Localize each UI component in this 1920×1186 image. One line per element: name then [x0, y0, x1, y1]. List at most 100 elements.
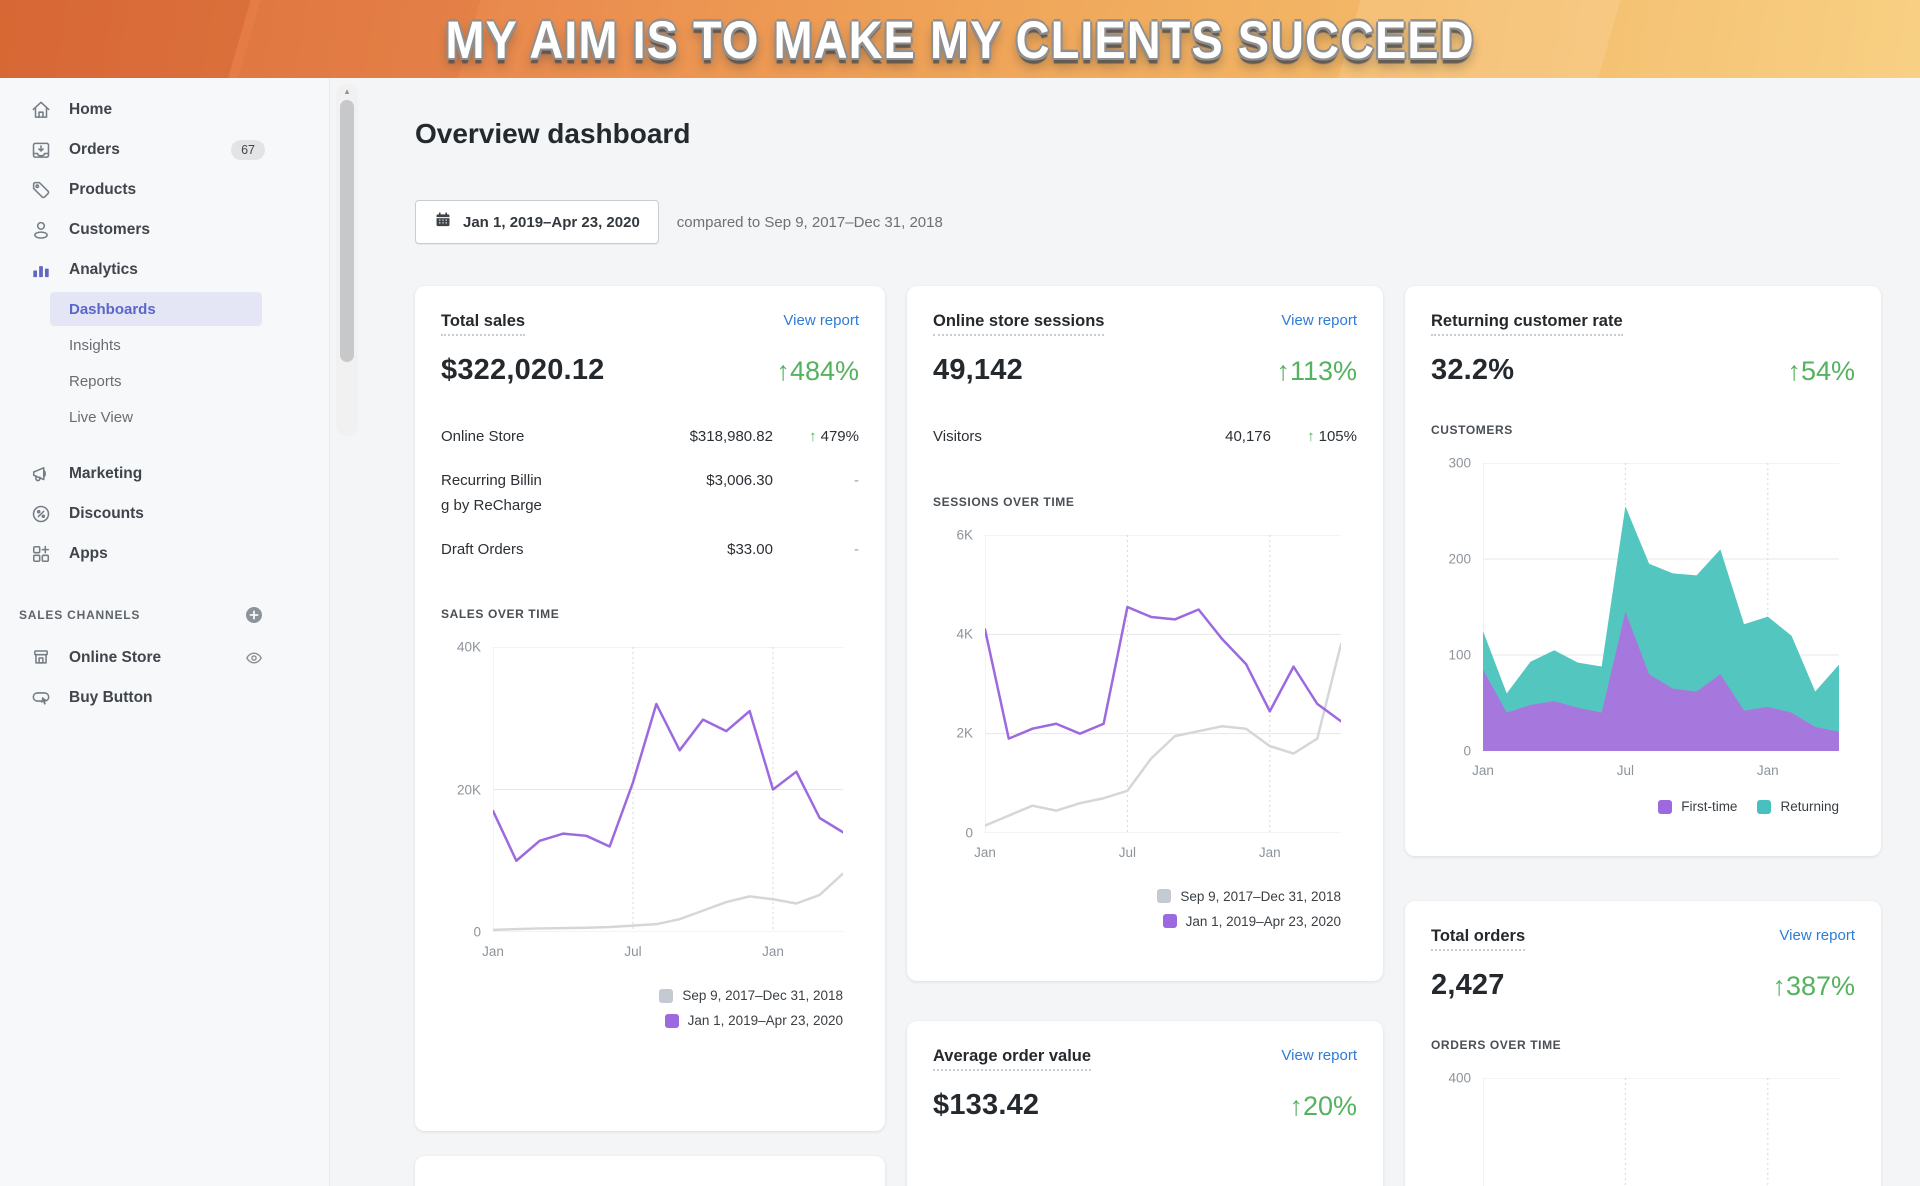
sidebar-item-label: Apps — [69, 545, 108, 562]
returning-rate-delta: ↑54% — [1787, 356, 1855, 386]
promo-banner: MY AIM IS TO MAKE MY CLIENTS SUCCEED — [0, 0, 1920, 78]
analytics-subnav: Dashboards Insights Reports Live View — [0, 292, 329, 434]
sidebar-item-analytics[interactable]: Analytics — [0, 250, 265, 290]
sales-channels-header: SALES CHANNELS — [0, 604, 265, 626]
sidebar-item-label: Home — [69, 101, 113, 118]
sidebar-item-insights[interactable]: Insights — [69, 336, 121, 354]
storefront-icon — [30, 647, 52, 669]
legend-item-previous: Sep 9, 2017–Dec 31, 2018 — [659, 988, 843, 1003]
up-arrow-icon: ↑ — [776, 356, 790, 386]
orders-icon — [30, 139, 52, 161]
megaphone-icon — [30, 463, 52, 485]
metric-row-visitors: Visitors 40,176 ↑ 105% — [933, 428, 1357, 445]
sidebar-item-customers[interactable]: Customers — [0, 210, 265, 250]
scrollbar-thumb[interactable] — [340, 100, 354, 362]
main-content: ▴ Overview dashboard Jan 1, 2019–Apr 23,… — [330, 78, 1920, 1186]
chart-legend: Sep 9, 2017–Dec 31, 2018 Jan 1, 2019–Apr… — [985, 889, 1341, 929]
sidebar-item-label: Customers — [69, 221, 150, 238]
view-report-link[interactable]: View report — [1779, 927, 1855, 944]
sidebar-item-label: Products — [69, 181, 137, 198]
dashboard-controls: Jan 1, 2019–Apr 23, 2020 compared to Sep… — [415, 200, 1920, 244]
legend-swatch — [1658, 799, 1673, 814]
up-arrow-icon: ↑ — [1787, 356, 1801, 386]
chart-section-title: ORDERS OVER TIME — [1431, 1038, 1562, 1052]
home-icon — [30, 99, 52, 121]
up-arrow-icon: ↑ — [1276, 356, 1290, 386]
avg-order-delta: ↑20% — [1289, 1091, 1357, 1121]
chart-section-title: CUSTOMERS — [1431, 423, 1513, 437]
percent-circle-icon — [30, 503, 52, 525]
avg-order-value: $133.42 — [933, 1089, 1040, 1121]
total-sales-card: Total sales View report $322,020.12 ↑484… — [415, 286, 885, 1131]
chart-legend: First-time Returning — [1483, 799, 1839, 814]
sidebar-item-live-view[interactable]: Live View — [69, 408, 133, 426]
chart-legend: Sep 9, 2017–Dec 31, 2018 Jan 1, 2019–Apr… — [493, 988, 843, 1028]
sidebar-item-reports[interactable]: Reports — [69, 372, 122, 390]
legend-item-returning: Returning — [1757, 799, 1839, 814]
legend-swatch — [1757, 799, 1772, 814]
compare-text: compared to Sep 9, 2017–Dec 31, 2018 — [676, 213, 943, 231]
sessions-value: 49,142 — [933, 354, 1023, 386]
legend-swatch — [1157, 889, 1172, 903]
up-arrow-icon: ↑ — [809, 428, 817, 445]
average-order-value-card: Average order value View report $133.42 … — [907, 1021, 1383, 1186]
up-arrow-icon: ↑ — [1307, 428, 1315, 445]
returning-rate-value: 32.2% — [1431, 354, 1515, 386]
partial-card — [415, 1156, 885, 1186]
tag-icon — [30, 179, 52, 201]
sidebar-scrollbar[interactable]: ▴ — [336, 84, 358, 436]
metric-row-online-store: Online Store $318,980.82 ↑ 479% — [441, 428, 859, 445]
sidebar-item-home[interactable]: Home — [0, 90, 265, 130]
banner-text: MY AIM IS TO MAKE MY CLIENTS SUCCEED — [445, 9, 1475, 69]
legend-swatch — [659, 988, 674, 1003]
metric-row-draft-orders: Draft Orders $33.00 - — [441, 540, 859, 558]
sidebar-item-dashboards[interactable]: Dashboards — [50, 292, 262, 326]
card-title: Online store sessions — [933, 312, 1105, 336]
legend-item-first-time: First-time — [1658, 799, 1737, 814]
sidebar-item-label: Orders — [69, 141, 120, 158]
returning-customer-rate-card: Returning customer rate 32.2% ↑54% CUSTO… — [1405, 286, 1881, 856]
view-report-link[interactable]: View report — [1281, 1047, 1357, 1064]
view-report-link[interactable]: View report — [783, 312, 859, 329]
bar-chart-icon — [30, 259, 52, 281]
sidebar-item-label: Discounts — [69, 505, 144, 522]
sessions-breakdown: Visitors 40,176 ↑ 105% — [933, 415, 1357, 459]
legend-item-current: Jan 1, 2019–Apr 23, 2020 — [664, 1013, 843, 1028]
card-title: Average order value — [933, 1047, 1092, 1071]
view-online-store-eye-button[interactable] — [243, 647, 265, 669]
total-sales-delta: ↑484% — [776, 356, 859, 386]
card-title: Total sales — [441, 312, 526, 336]
orders-over-time-chart: 400 — [1448, 1070, 1471, 1086]
online-store-sessions-card: Online store sessions View report 49,142… — [907, 286, 1383, 981]
sidebar-item-label: Buy Button — [69, 689, 153, 706]
banner-decor-stripe — [0, 0, 254, 78]
calendar-icon — [434, 211, 452, 233]
metric-row-recurring-billing: Recurring Billing by ReCharge $3,006.30 … — [441, 471, 859, 515]
sessions-delta: ↑113% — [1276, 356, 1357, 386]
sidebar-item-discounts[interactable]: Discounts — [0, 494, 265, 534]
sidebar-item-label: Marketing — [69, 465, 143, 482]
sidebar-item-online-store[interactable]: Online Store — [0, 638, 265, 678]
sidebar-item-products[interactable]: Products — [0, 170, 265, 210]
chart-section-title: SESSIONS OVER TIME — [933, 494, 1075, 509]
date-range-label: Jan 1, 2019–Apr 23, 2020 — [463, 213, 640, 231]
sidebar-item-label: Online Store — [69, 649, 162, 666]
total-orders-delta: ↑387% — [1772, 971, 1855, 1001]
page-title: Overview dashboard — [415, 118, 691, 149]
card-title: Total orders — [1431, 927, 1526, 951]
add-sales-channel-button[interactable] — [243, 604, 265, 626]
view-report-link[interactable]: View report — [1281, 312, 1357, 329]
date-range-button[interactable]: Jan 1, 2019–Apr 23, 2020 — [415, 200, 659, 244]
buy-button-icon — [30, 687, 52, 709]
card-title: Returning customer rate — [1431, 312, 1623, 336]
total-orders-value: 2,427 — [1431, 969, 1505, 1001]
sales-breakdown: Online Store $318,980.82 ↑ 479% Recurring… — [441, 415, 859, 571]
sidebar-item-apps[interactable]: Apps — [0, 534, 265, 574]
cards-grid: Total sales View report $322,020.12 ↑484… — [415, 286, 1920, 1186]
scroll-up-arrow-icon[interactable]: ▴ — [344, 86, 350, 96]
sidebar-item-marketing[interactable]: Marketing — [0, 454, 265, 494]
sidebar-item-orders[interactable]: Orders 67 — [0, 130, 265, 170]
sidebar-item-buy-button[interactable]: Buy Button — [0, 678, 265, 718]
legend-swatch — [664, 1013, 679, 1028]
